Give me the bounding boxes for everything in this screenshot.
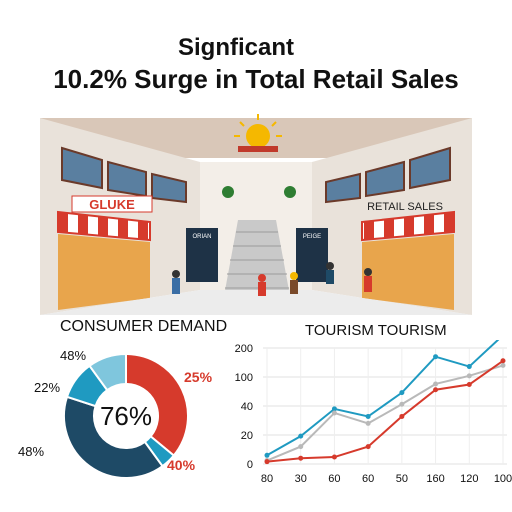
y-tick-label: 20 [241, 430, 253, 442]
series-point [331, 406, 337, 412]
series-point [331, 454, 337, 460]
series-point [500, 362, 506, 368]
series-point [466, 382, 472, 388]
title-line-2: 10.2% Surge in Total Retail Sales [53, 64, 459, 94]
series-point [500, 358, 506, 364]
store-sign-right: RETAIL SALES [367, 201, 443, 213]
series-point [365, 413, 371, 419]
series-line-1 [266, 364, 504, 462]
title-line-1: Signficant [177, 34, 294, 61]
series-line-2 [266, 359, 504, 463]
series-point [298, 455, 304, 461]
series-point [433, 354, 439, 360]
donut-label-22: 22% [34, 380, 60, 395]
shopping-mall-illustration: GLUKE RETAIL SALES ORIAN PEIGE [40, 114, 472, 315]
store-sign-mid-left: ORIAN [192, 234, 211, 240]
series-point [399, 401, 405, 407]
sun-icon [234, 114, 282, 152]
tourism-line-chart: 0 20 40 100 200 80 30 60 60 50 160 120 100 [235, 340, 512, 485]
series-point [365, 420, 371, 426]
series-point [264, 452, 270, 458]
series-point [433, 381, 439, 387]
donut-slice-0 [125, 352, 189, 457]
tourism-chart-title: TOURISM TOURISM [305, 322, 447, 339]
series-point [365, 444, 371, 450]
x-tick-label: 50 [396, 473, 408, 485]
store-sign-mid-right: PEIGE [303, 234, 321, 240]
donut-label-48-top: 48% [60, 348, 86, 363]
x-tick-label: 60 [328, 473, 340, 485]
y-tick-label: 200 [235, 343, 253, 355]
series-line-0 [266, 340, 500, 457]
donut-label-25: 25% [184, 369, 213, 385]
consumer-demand-donut-chart: 76% 25% 40% 48% 22% 48% [18, 348, 213, 479]
x-tick-label: 100 [494, 473, 512, 485]
series-point [298, 444, 304, 450]
series-point [433, 387, 439, 393]
donut-center-label: 76% [100, 401, 152, 431]
store-sign-left: GLUKE [89, 197, 135, 212]
series-point [399, 390, 405, 396]
x-tick-label: 80 [261, 473, 273, 485]
series-point [466, 364, 472, 370]
y-tick-label: 0 [247, 459, 253, 471]
series-point [298, 433, 304, 439]
series-point [264, 459, 270, 465]
y-tick-label: 40 [241, 401, 253, 413]
series-point [399, 413, 405, 419]
series-point [331, 410, 337, 416]
donut-slice-2 [63, 395, 164, 479]
x-tick-label: 60 [362, 473, 374, 485]
donut-slice-4 [88, 352, 127, 392]
y-tick-label: 100 [235, 372, 253, 384]
donut-label-48-bottom: 48% [18, 444, 44, 459]
series-point [466, 373, 472, 379]
x-tick-label: 120 [460, 473, 478, 485]
x-tick-label: 30 [295, 473, 307, 485]
consumer-demand-title: CONSUMER DEMAND [60, 318, 228, 335]
x-tick-label: 160 [426, 473, 444, 485]
donut-label-40: 40% [167, 457, 196, 473]
